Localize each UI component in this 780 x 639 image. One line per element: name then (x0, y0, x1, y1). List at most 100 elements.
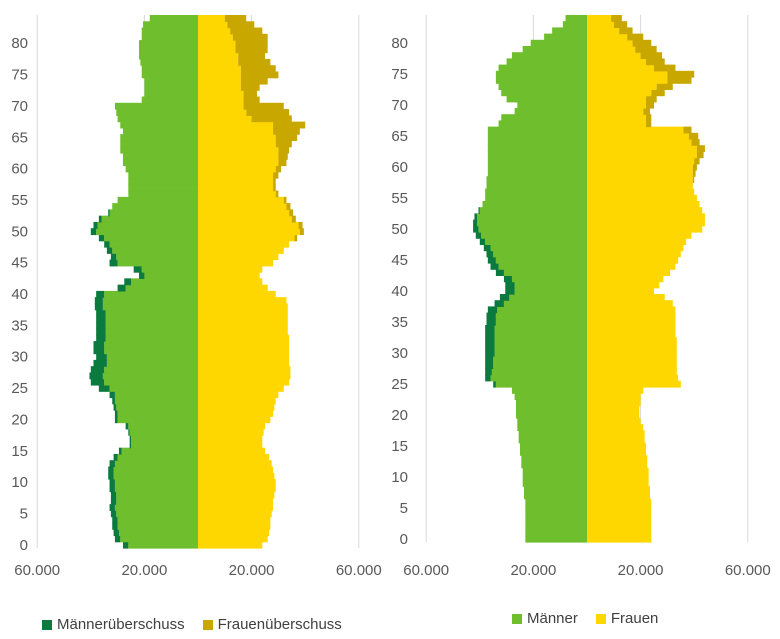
bar-frauen (587, 120, 646, 128)
bar-frauen (587, 455, 648, 462)
x-tick-label: 20.000 (618, 562, 664, 579)
bar-maenner (506, 95, 587, 103)
bar-frauen (198, 378, 290, 386)
bar-maenner (114, 504, 198, 511)
bar-maenner (521, 455, 587, 462)
bar-frauenueberschuss (243, 96, 260, 104)
bar-maenner (498, 263, 587, 270)
bar-maennerueberschuss (473, 219, 478, 227)
bar-frauen (198, 284, 268, 292)
bar-maenner (128, 184, 198, 192)
bar-maennerueberschuss (104, 240, 110, 248)
bar-frauenueberschuss (273, 121, 306, 129)
bar-maenner (501, 89, 587, 97)
bar-frauen (587, 70, 668, 78)
bar-frauen (198, 178, 274, 185)
bar-frauen (587, 89, 652, 97)
bar-maenner (487, 145, 587, 152)
bar-maenner (487, 132, 587, 140)
bar-frauen (587, 201, 700, 208)
bar-maenner (565, 15, 587, 22)
bar-frauen (587, 461, 648, 469)
bar-maenner (477, 213, 587, 221)
legend-swatch (512, 613, 522, 624)
bar-maenner (116, 491, 198, 499)
bar-frauen (587, 449, 646, 456)
bar-maenner (520, 449, 587, 456)
bar-maenner (128, 541, 198, 549)
bar-maennerueberschuss (122, 541, 129, 549)
bar-frauen (198, 278, 263, 286)
bar-frauen (198, 90, 244, 98)
bar-maenner (477, 219, 587, 227)
bar-maenner (125, 284, 198, 292)
legend-label: Männerüberschuss (57, 616, 185, 633)
bar-maennerueberschuss (485, 374, 491, 382)
bar-maenner (494, 343, 587, 351)
bar-maennerueberschuss (114, 535, 121, 543)
x-tick-label: 20.000 (121, 562, 167, 579)
bar-maenner (487, 157, 587, 165)
bar-maenner (120, 121, 198, 129)
bar-frauenueberschuss (240, 83, 260, 91)
bar-frauen (198, 497, 274, 505)
x-tick-label: 60.000 (725, 562, 771, 579)
bar-frauen (587, 393, 641, 400)
bar-frauen (587, 511, 652, 518)
bar-maennerueberschuss (108, 466, 114, 474)
bar-maenner (101, 215, 198, 223)
bar-frauen (198, 397, 276, 405)
bar-frauen (587, 46, 636, 53)
bar-maenner (117, 522, 198, 530)
bar-maennerueberschuss (494, 300, 504, 307)
y-tick-label: 80 (391, 35, 408, 52)
bar-maenner (493, 250, 587, 258)
bar-maenner (117, 453, 198, 461)
bar-frauen (587, 387, 644, 394)
bar-maenner (112, 203, 198, 210)
bar-maenner (149, 15, 198, 22)
bar-maenner (525, 535, 587, 543)
bar-frauen (198, 422, 265, 430)
bar-frauen (587, 108, 644, 115)
bar-maenner (497, 306, 587, 314)
bar-maennerueberschuss (109, 391, 115, 399)
bar-maenner (105, 334, 198, 342)
bar-frauen (198, 384, 284, 392)
bar-maennerueberschuss (479, 238, 486, 245)
bar-frauenueberschuss (651, 89, 665, 97)
bar-maenner (141, 265, 198, 273)
bar-maennerueberschuss (96, 290, 105, 298)
bar-maenner (122, 159, 198, 167)
bar-maenner (106, 359, 198, 367)
bar-frauen (587, 77, 668, 84)
bar-frauen (587, 194, 697, 202)
bar-frauen (587, 306, 676, 314)
bar-maenner (494, 325, 587, 332)
bar-maenner (517, 418, 587, 425)
bar-frauenueberschuss (278, 146, 290, 154)
bar-frauen (198, 491, 275, 499)
bar-frauen (587, 442, 646, 450)
bar-maenner (522, 467, 587, 475)
bar-maennerueberschuss (109, 460, 115, 468)
bar-maenner (495, 312, 587, 320)
bar-frauen (198, 165, 276, 173)
bar-frauenueberschuss (273, 171, 279, 179)
bar-maenner (116, 109, 198, 116)
bar-frauen (198, 259, 274, 267)
bar-maenner (511, 52, 587, 59)
bar-maenner (113, 466, 198, 474)
bar-maenner (128, 171, 198, 179)
bar-maenner (498, 83, 587, 90)
bar-maenner (515, 405, 587, 413)
bar-maennerueberschuss (503, 275, 512, 283)
bar-frauen (587, 163, 693, 171)
bar-frauen (198, 303, 288, 311)
bar-maennerueberschuss (505, 281, 515, 289)
legend-item-frauenueberschuss: Frauenüberschuss (202, 616, 342, 633)
bar-frauenueberschuss (232, 33, 268, 41)
bar-frauen (587, 238, 687, 245)
bar-frauen (587, 170, 693, 177)
bar-maennerueberschuss (90, 378, 105, 386)
